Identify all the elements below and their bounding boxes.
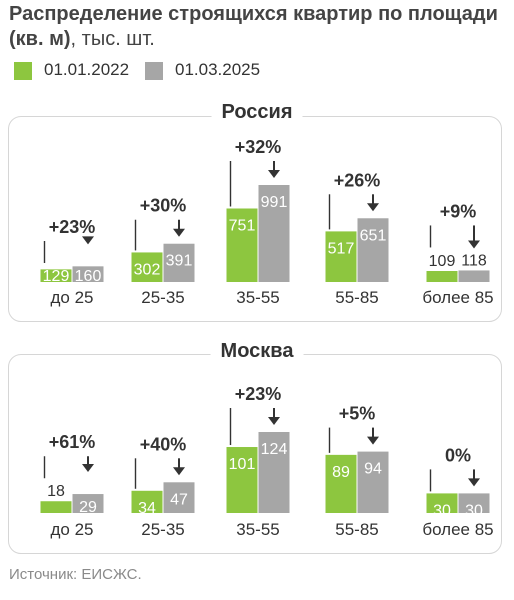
change-arrow-head [173, 467, 185, 476]
category-label: более 85 [422, 520, 493, 539]
legend-label-2022: 01.01.2022 [44, 60, 130, 79]
value-label-2022: 30 [433, 502, 451, 519]
value-label-2022: 302 [134, 261, 161, 278]
change-arrow-head [82, 236, 94, 245]
change-percent-label: +23% [235, 384, 282, 404]
change-arrow-head [367, 203, 379, 212]
bar-2025 [72, 494, 104, 513]
value-label-2025: 124 [261, 441, 288, 458]
change-percent-label: +30% [140, 196, 187, 216]
value-label-2022: 517 [328, 240, 355, 257]
value-label-2022: 89 [332, 464, 350, 481]
change-percent-label: +32% [235, 137, 282, 157]
change-percent-label: +9% [440, 201, 477, 221]
value-label-2022: 101 [229, 456, 256, 473]
chart-russia: 129 160 +23% до 25 302 391 +30% 25-35 751 991 +32%… [40, 137, 494, 307]
change-arrow-head [82, 464, 94, 473]
change-arrow-head [173, 228, 185, 237]
change-percent-label: +26% [334, 170, 381, 190]
category-label: 35-55 [236, 520, 279, 539]
bar-2025 [458, 493, 490, 513]
category-label: 55-85 [335, 288, 378, 307]
change-percent-label: +5% [339, 404, 376, 424]
bar-2022 [325, 231, 357, 282]
value-label-2025: 651 [360, 227, 387, 244]
value-label-2025: 391 [166, 253, 193, 270]
category-label: 25-35 [141, 288, 184, 307]
change-arrow-head [268, 170, 280, 178]
bar-2022 [426, 493, 458, 513]
change-percent-label: +40% [140, 434, 187, 454]
value-label-2022: 751 [229, 217, 256, 234]
change-percent-label: +23% [49, 217, 96, 237]
value-label-2025: 94 [364, 461, 382, 478]
value-label-2025: 160 [75, 268, 102, 285]
category-label: 25-35 [141, 520, 184, 539]
change-arrow-head [268, 417, 280, 425]
category-label: более 85 [422, 288, 493, 307]
category-label: до 25 [50, 288, 93, 307]
bar-2025 [258, 185, 290, 282]
change-arrow-head [367, 436, 379, 445]
chart-title-units: , тыс. шт. [70, 28, 155, 50]
source-note: Источник: ЕИСЖС. [9, 566, 142, 583]
bar-2022 [40, 501, 72, 513]
change-arrow-head [468, 240, 480, 249]
value-label-2022: 129 [43, 268, 70, 285]
panel-title-russia: Россия [211, 100, 303, 124]
bar-2022 [426, 271, 458, 282]
value-label-2025: 29 [79, 499, 97, 516]
bar-2022 [325, 454, 357, 513]
value-label-2022: 34 [138, 500, 156, 517]
bar-2022 [40, 269, 72, 282]
category-label: до 25 [50, 520, 93, 539]
legend-swatch-2025 [145, 62, 163, 80]
bar-2022 [131, 252, 163, 282]
bar-2025 [258, 432, 290, 513]
bar-2025 [357, 451, 389, 513]
bar-2025 [357, 218, 389, 282]
bar-2025 [163, 482, 195, 513]
chart-moscow: 18 29 +61% до 25 34 47 +40% 25-35 101 124 +23% 35-5… [40, 384, 494, 539]
panel-title-moscow: Москва [210, 339, 304, 363]
change-arrow-head [468, 478, 480, 487]
category-label: 35-55 [236, 288, 279, 307]
category-label: 55-85 [335, 520, 378, 539]
value-label-2022: 18 [47, 483, 65, 500]
bar-2025 [72, 266, 104, 282]
chart-title-bold: Распределение строящихся квартир по площ… [9, 3, 498, 50]
value-label-2025: 47 [170, 491, 188, 508]
legend-label-2025: 01.03.2025 [175, 60, 261, 79]
bar-2022 [226, 447, 258, 513]
chart-title: Распределение строящихся квартир по площ… [9, 2, 509, 52]
bar-2025 [458, 270, 490, 282]
bar-2022 [226, 208, 258, 282]
value-label-2025: 991 [261, 194, 288, 211]
value-label-2022: 109 [429, 253, 456, 270]
bar-2025 [163, 243, 195, 282]
value-label-2025: 30 [465, 502, 483, 519]
change-percent-label: 0% [445, 445, 471, 465]
change-percent-label: +61% [49, 432, 96, 452]
bar-2022 [131, 490, 163, 513]
value-label-2025: 118 [461, 252, 487, 269]
legend-swatch-2022 [14, 62, 32, 80]
